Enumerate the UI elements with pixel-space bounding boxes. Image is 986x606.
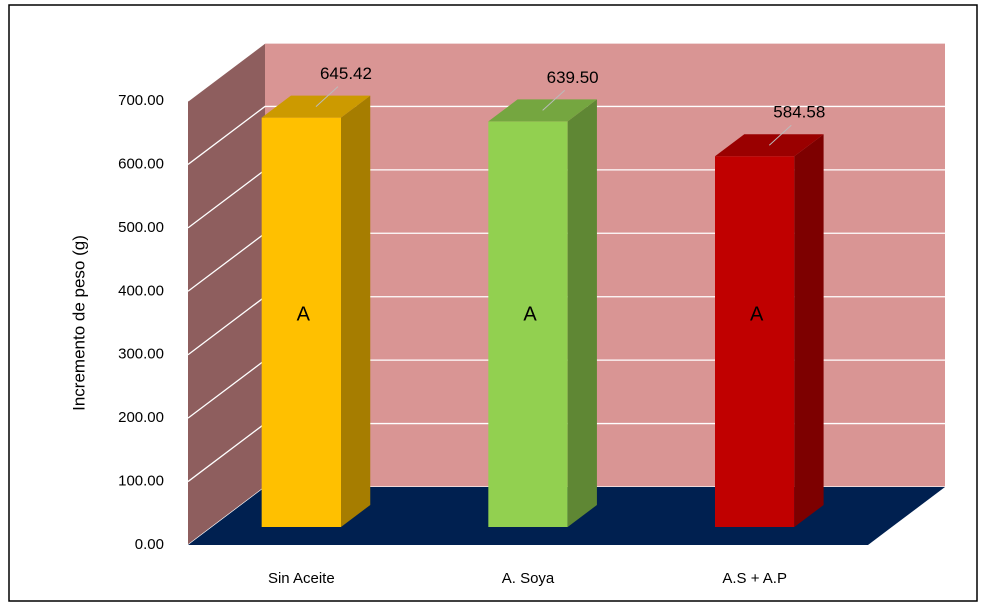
- y-axis-label: Incremento de peso (g): [69, 235, 88, 411]
- x-tick-label: Sin Aceite: [268, 570, 335, 587]
- y-tick-label: 100.00: [118, 473, 164, 490]
- leader-line: [768, 124, 792, 146]
- bar-top: [261, 95, 371, 118]
- y-tick-label: 300.00: [118, 346, 164, 363]
- grid-line: [187, 105, 945, 165]
- y-tick-label: 400.00: [118, 282, 164, 299]
- y-tick-label: 200.00: [118, 409, 164, 426]
- grid-line: [187, 42, 945, 102]
- bar-front: [715, 156, 795, 528]
- value-label: 639.50: [547, 68, 599, 87]
- leader-line: [315, 86, 339, 107]
- annotation: A: [750, 303, 764, 325]
- annotation: A: [523, 303, 537, 325]
- y-tick-label: 700.00: [118, 92, 164, 109]
- y-tick-label: 600.00: [118, 155, 164, 172]
- bar: [715, 134, 824, 528]
- x-tick-label: A. Soya: [502, 570, 555, 587]
- bar-top: [715, 134, 824, 157]
- y-tick-label: 500.00: [118, 219, 164, 236]
- value-label: 645.42: [320, 64, 372, 83]
- bar-side: [341, 95, 371, 528]
- bar-side: [567, 99, 597, 528]
- annotation: A: [297, 303, 311, 325]
- bar: [488, 99, 597, 528]
- y-tick-label: 0.00: [135, 536, 164, 553]
- x-tick-label: A.S + A.P: [722, 570, 787, 587]
- value-label: 584.58: [773, 103, 825, 122]
- bar-side: [794, 134, 824, 528]
- bar: [261, 95, 371, 528]
- bar-front: [261, 117, 341, 528]
- side-wall: [188, 43, 265, 545]
- leader-line: [542, 90, 565, 111]
- bar-front: [488, 121, 568, 528]
